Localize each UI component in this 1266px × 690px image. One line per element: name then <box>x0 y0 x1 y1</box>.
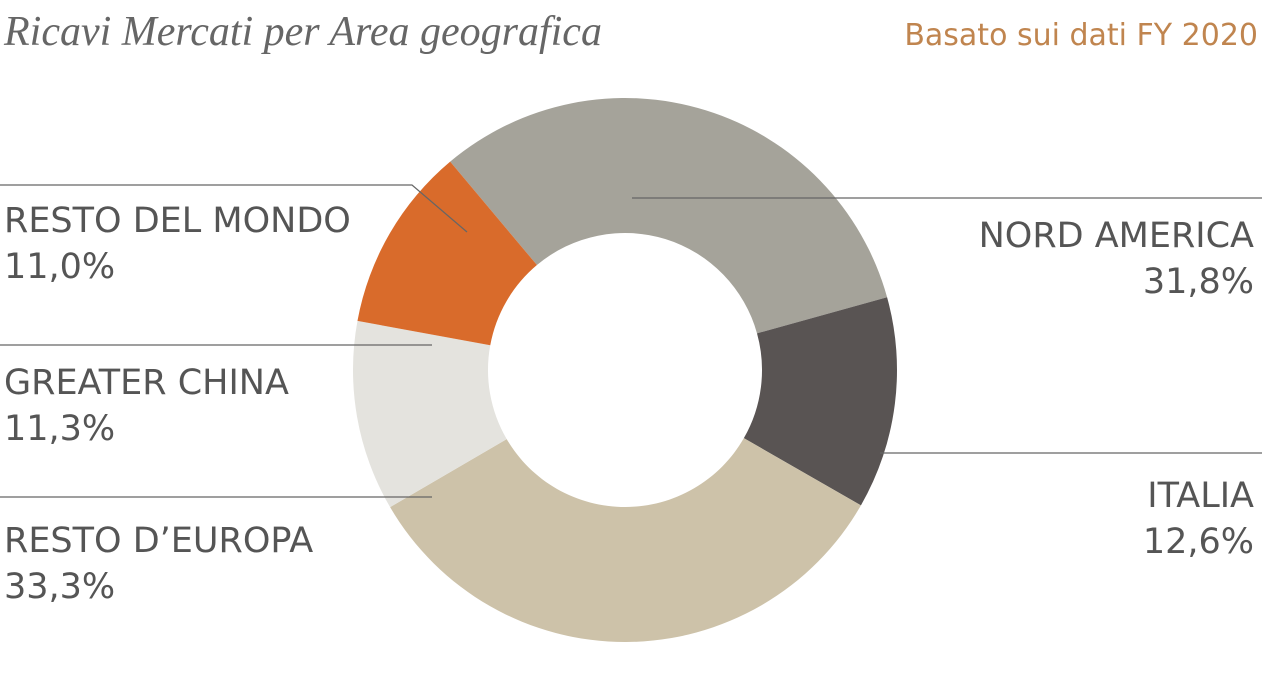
category-label: RESTO DEL MONDO <box>4 201 351 241</box>
value-label: 11,3% <box>4 409 115 449</box>
value-label: 12,6% <box>1143 522 1254 562</box>
chart-subtitle: Basato sui dati FY 2020 <box>904 18 1258 53</box>
chart-title: Ricavi Mercati per Area geografica <box>3 9 602 55</box>
value-label: 33,3% <box>4 567 115 607</box>
category-label: ITALIA <box>1147 476 1254 516</box>
donut-slice <box>743 297 898 506</box>
donut-slice <box>357 161 537 346</box>
value-label: 11,0% <box>4 247 115 287</box>
category-label: GREATER CHINA <box>4 363 289 403</box>
category-label: RESTO D’EUROPA <box>4 521 313 561</box>
value-label: 31,8% <box>1143 262 1254 302</box>
category-label: NORD AMERICA <box>979 216 1254 256</box>
donut-slice <box>450 97 888 334</box>
leader-line <box>0 184 468 233</box>
donut-slice <box>353 320 507 508</box>
donut-slice <box>390 438 861 642</box>
